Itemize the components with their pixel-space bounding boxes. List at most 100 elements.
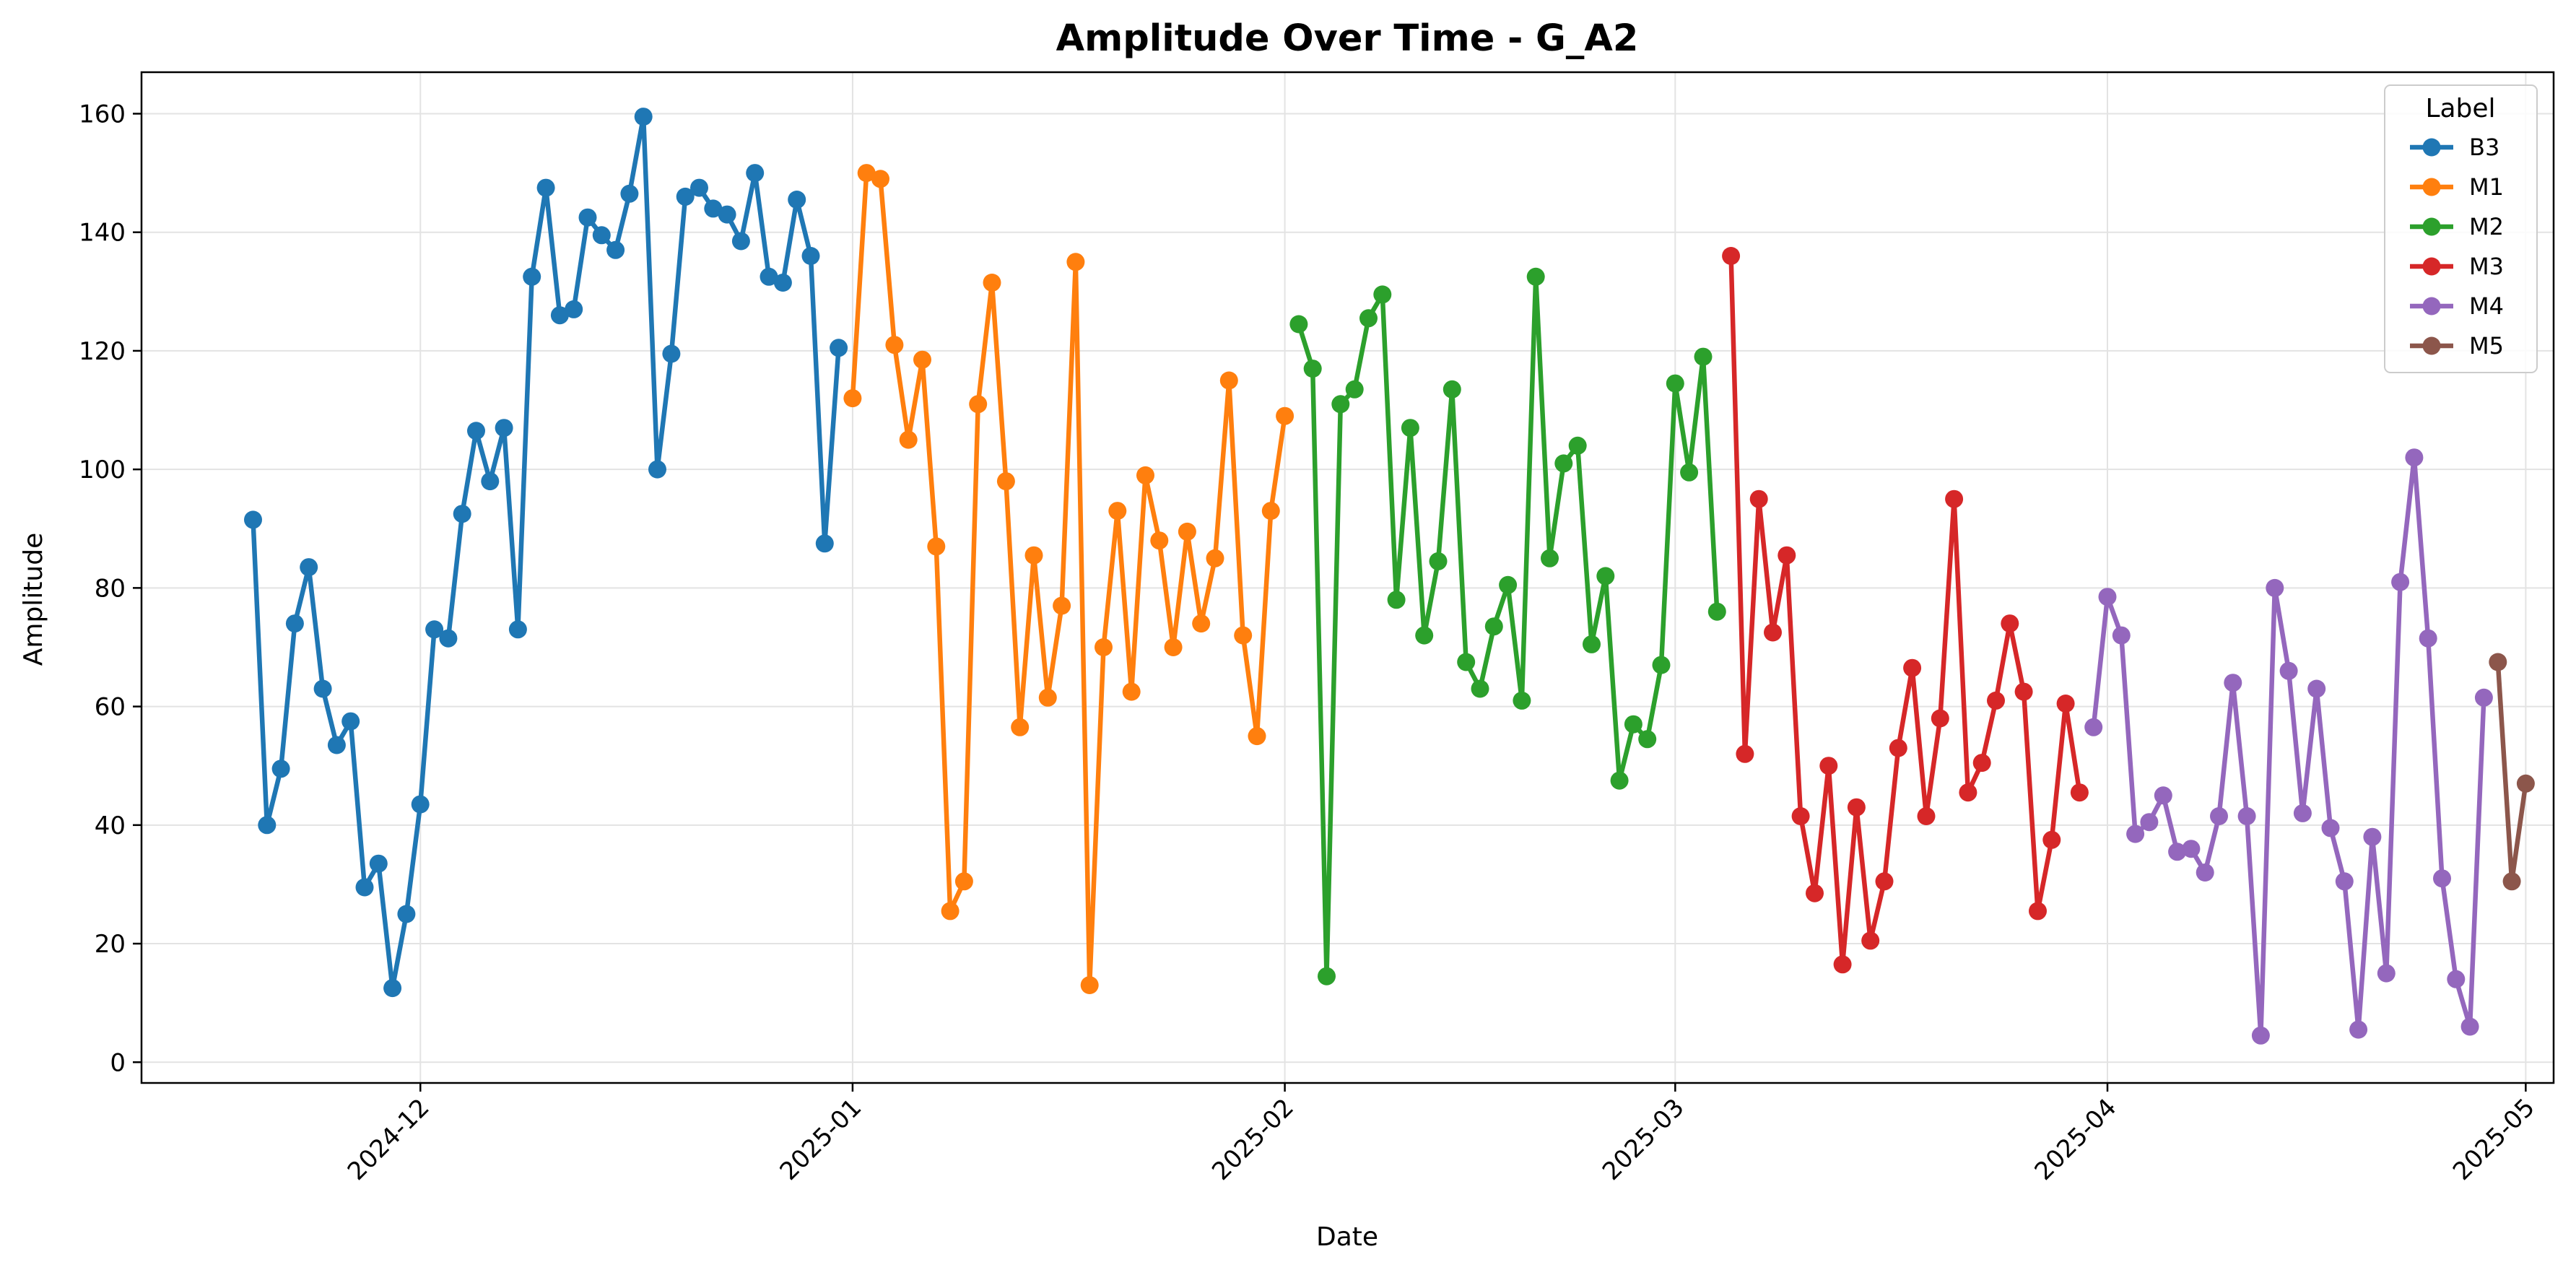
data-point-b3	[285, 614, 304, 633]
data-point-m3	[1875, 872, 1894, 891]
data-point-m4	[2377, 964, 2396, 983]
data-point-m1	[983, 274, 1001, 292]
data-point-m1	[1150, 531, 1169, 550]
data-point-m2	[1345, 380, 1364, 399]
data-point-b3	[327, 736, 346, 754]
data-point-m2	[1513, 691, 1531, 710]
data-point-m3	[1806, 884, 1824, 902]
legend-entry-b3: B3	[2410, 134, 2499, 161]
data-point-m3	[1917, 807, 1936, 825]
data-point-m2	[1429, 552, 1448, 570]
data-point-m4	[2293, 804, 2312, 822]
data-point-b3	[313, 679, 332, 698]
data-point-m2	[1610, 771, 1629, 790]
legend-swatch-marker	[2422, 336, 2441, 355]
y-tick-label: 100	[79, 456, 126, 484]
data-point-m2	[1359, 309, 1378, 328]
data-point-m3	[1764, 623, 1782, 642]
data-point-m4	[2098, 588, 2117, 606]
legend: Label B3 M1 M2 M3 M4 M5	[2384, 84, 2538, 373]
data-point-m2	[1666, 374, 1684, 393]
data-point-b3	[341, 712, 360, 731]
data-point-m3	[1847, 798, 1866, 817]
legend-title: Label	[2425, 94, 2495, 123]
legend-label: M1	[2469, 173, 2504, 201]
data-point-m1	[996, 472, 1015, 491]
data-point-b3	[355, 878, 374, 897]
data-point-m1	[871, 170, 889, 188]
data-point-b3	[788, 191, 806, 209]
data-point-m3	[1945, 489, 1964, 508]
data-point-m4	[2279, 661, 2298, 680]
data-point-m2	[1541, 549, 1559, 567]
data-point-m2	[1596, 567, 1615, 586]
data-point-b3	[244, 510, 262, 529]
data-point-m4	[2474, 688, 2493, 707]
data-point-m2	[1499, 575, 1518, 594]
data-point-m2	[1554, 454, 1573, 473]
series-m5	[2489, 653, 2535, 891]
data-point-m4	[2321, 819, 2340, 837]
series-m1	[843, 164, 1294, 994]
data-point-m4	[2405, 448, 2424, 467]
data-point-m2	[1303, 360, 1322, 378]
data-point-m3	[1819, 757, 1838, 775]
data-point-m4	[2447, 970, 2466, 988]
data-point-m1	[1234, 626, 1253, 645]
data-point-m1	[1276, 406, 1294, 425]
data-point-m1	[1136, 466, 1154, 484]
legend-swatch-marker	[2422, 257, 2441, 276]
data-point-b3	[815, 534, 834, 553]
data-point-m3	[1777, 546, 1796, 565]
data-point-m2	[1638, 730, 1657, 749]
data-point-b3	[690, 178, 708, 197]
data-point-m3	[2014, 682, 2033, 701]
data-point-m1	[913, 350, 931, 369]
data-point-m4	[2237, 807, 2256, 825]
y-tick-label: 0	[110, 1048, 126, 1077]
legend-label: M4	[2469, 292, 2504, 320]
data-point-b3	[731, 232, 750, 251]
data-point-m3	[2070, 783, 2089, 802]
data-point-m1	[1053, 596, 1071, 615]
data-point-b3	[801, 247, 820, 265]
data-point-m3	[1861, 931, 1880, 950]
data-point-m3	[2056, 695, 2075, 713]
data-point-m2	[1373, 285, 1392, 304]
data-point-m2	[1694, 347, 1713, 366]
data-point-m3	[1749, 489, 1768, 508]
data-point-b3	[411, 795, 430, 814]
data-point-b3	[481, 472, 500, 491]
data-point-m3	[2001, 614, 2019, 633]
legend-swatch-marker	[2422, 297, 2441, 316]
data-point-m1	[843, 389, 862, 408]
data-point-m4	[2140, 813, 2159, 832]
data-point-m2	[1471, 679, 1489, 698]
series-line-m1	[850, 170, 1287, 988]
data-point-m4	[2154, 786, 2172, 805]
chart-title: Amplitude Over Time - G_A2	[1056, 17, 1639, 60]
data-point-m4	[2391, 573, 2410, 591]
data-point-m4	[2168, 843, 2187, 861]
legend-label: B3	[2469, 134, 2499, 161]
data-point-m4	[2433, 869, 2451, 888]
data-point-m2	[1415, 626, 1434, 645]
data-point-b3	[662, 344, 681, 363]
grid-lines	[142, 72, 2554, 1083]
data-point-m5	[2516, 774, 2535, 793]
data-point-m1	[1122, 682, 1141, 701]
x-axis-label: Date	[1316, 1222, 1378, 1252]
data-point-m1	[969, 395, 988, 414]
legend-swatch-marker	[2422, 178, 2441, 196]
data-point-b3	[258, 816, 277, 835]
legend-entry-m3: M3	[2410, 253, 2504, 280]
data-point-m3	[1987, 691, 2005, 710]
data-point-m2	[1624, 715, 1642, 734]
data-point-m1	[899, 430, 918, 449]
data-point-m2	[1387, 591, 1406, 609]
legend-entry-m5: M5	[2410, 332, 2504, 360]
data-point-m1	[1066, 253, 1085, 271]
data-point-m1	[1038, 688, 1057, 707]
data-point-m3	[1903, 658, 1922, 677]
